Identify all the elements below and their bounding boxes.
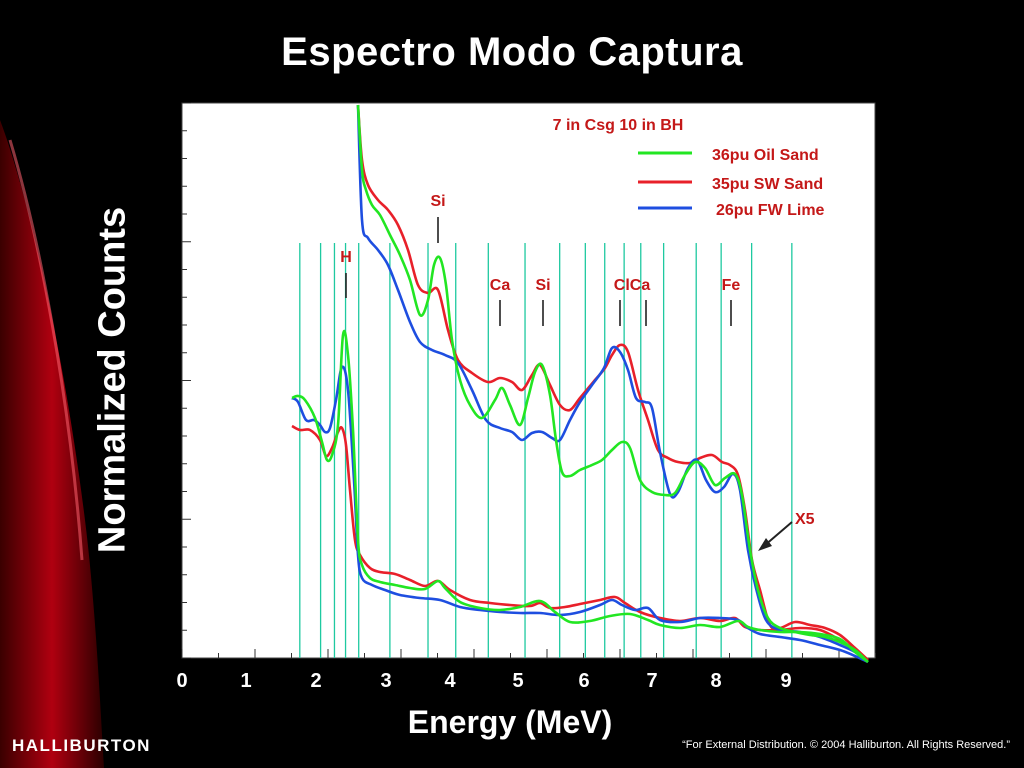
spectrum-oil-x5 bbox=[356, 104, 869, 663]
slide-title: Espectro Modo Captura bbox=[281, 30, 743, 74]
peak-label: H bbox=[340, 249, 352, 266]
x-axis-ticks bbox=[181, 649, 876, 658]
peak-label: Fe bbox=[722, 277, 741, 294]
spectrum-oil-full-scale bbox=[291, 329, 869, 664]
spectrum-fw-x5 bbox=[356, 104, 869, 664]
spectrum-curves bbox=[291, 104, 869, 664]
x-tick-label: 8 bbox=[710, 670, 722, 692]
x-tick-label: 9 bbox=[780, 670, 792, 692]
legend-label-fw: 26pu FW Lime bbox=[716, 202, 825, 219]
x5-annotation: X5 bbox=[758, 511, 815, 551]
peak-label: Si bbox=[430, 193, 445, 210]
peak-label: Ca bbox=[490, 277, 511, 294]
legend-title: 7 in Csg 10 in BH bbox=[553, 117, 684, 134]
x-tick-label: 0 bbox=[176, 670, 188, 692]
x-tick-label: 3 bbox=[380, 670, 392, 692]
x5-arrow-head bbox=[758, 538, 772, 551]
x5-label: X5 bbox=[795, 511, 815, 528]
x-tick-label: 7 bbox=[646, 670, 658, 692]
x-tick-label: 2 bbox=[310, 670, 322, 692]
peak-label: ClCa bbox=[614, 277, 651, 294]
x-axis-label: Energy (MeV) bbox=[407, 704, 613, 740]
legend-label-sw: 35pu SW Sand bbox=[712, 176, 823, 193]
legend: 7 in Csg 10 in BH 36pu Oil Sand 35pu SW … bbox=[553, 117, 825, 219]
halliburton-logo: HALLIBURTON bbox=[12, 736, 151, 755]
legend-label-oil: 36pu Oil Sand bbox=[712, 147, 819, 164]
peak-labels: H Si Ca Si ClCa Fe bbox=[340, 193, 740, 326]
footer-notice: “For External Distribution. © 2004 Halli… bbox=[682, 739, 1010, 751]
y-axis-ticks bbox=[182, 102, 191, 659]
x-tick-label: 4 bbox=[444, 670, 456, 692]
x-tick-label: 1 bbox=[240, 670, 252, 692]
peak-label: Si bbox=[535, 277, 550, 294]
x-tick-label: 6 bbox=[578, 670, 590, 692]
y-axis-label: Normalized Counts bbox=[91, 206, 134, 554]
x-tick-label: 5 bbox=[512, 670, 524, 692]
